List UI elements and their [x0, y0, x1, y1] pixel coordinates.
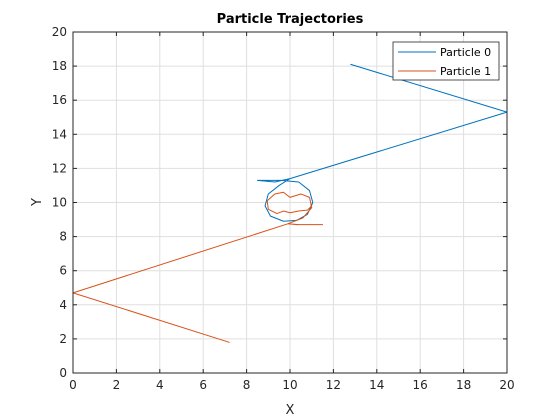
legend-label-particle-0: Particle 0: [440, 46, 491, 59]
chart-title: Particle Trajectories: [217, 12, 364, 27]
legend: Particle 0 Particle 1: [392, 41, 500, 81]
y-tick-label: 6: [59, 264, 67, 278]
x-tick-label: 8: [243, 378, 251, 392]
x-tick-label: 20: [499, 378, 514, 392]
x-tick-label: 4: [156, 378, 164, 392]
x-tick-label: 10: [282, 378, 297, 392]
tick-labels: 0 2 4 6 8 10 12 14 16 18 20 0 2 4 6 8 10 12 14 16 18 20: [52, 25, 515, 392]
x-tick-label: 2: [113, 378, 121, 392]
y-tick-label: 0: [59, 366, 67, 380]
series-layer: [72, 63, 508, 343]
x-axis-label: X: [286, 403, 295, 418]
y-tick-label: 10: [52, 196, 67, 210]
x-tick-label: 0: [69, 378, 77, 392]
y-tick-label: 16: [52, 93, 67, 107]
x-tick-label: 16: [413, 378, 428, 392]
x-tick-label: 6: [199, 378, 207, 392]
ticks: [72, 31, 508, 374]
series-line-particle-1: [72, 191, 324, 343]
y-tick-label: 2: [59, 332, 67, 346]
y-tick-label: 4: [59, 298, 67, 312]
y-tick-label: 18: [52, 59, 67, 73]
y-axis-label: Y: [30, 198, 45, 207]
x-tick-label: 12: [326, 378, 341, 392]
x-tick-label: 18: [456, 378, 471, 392]
y-tick-label: 8: [59, 230, 67, 244]
legend-box: [392, 41, 500, 81]
y-tick-label: 14: [52, 127, 67, 141]
legend-label-particle-1: Particle 1: [440, 65, 491, 78]
x-tick-label: 14: [369, 378, 384, 392]
y-tick-label: 12: [52, 161, 67, 175]
series-line-particle-0: [256, 63, 508, 222]
y-tick-label: 20: [52, 25, 67, 39]
